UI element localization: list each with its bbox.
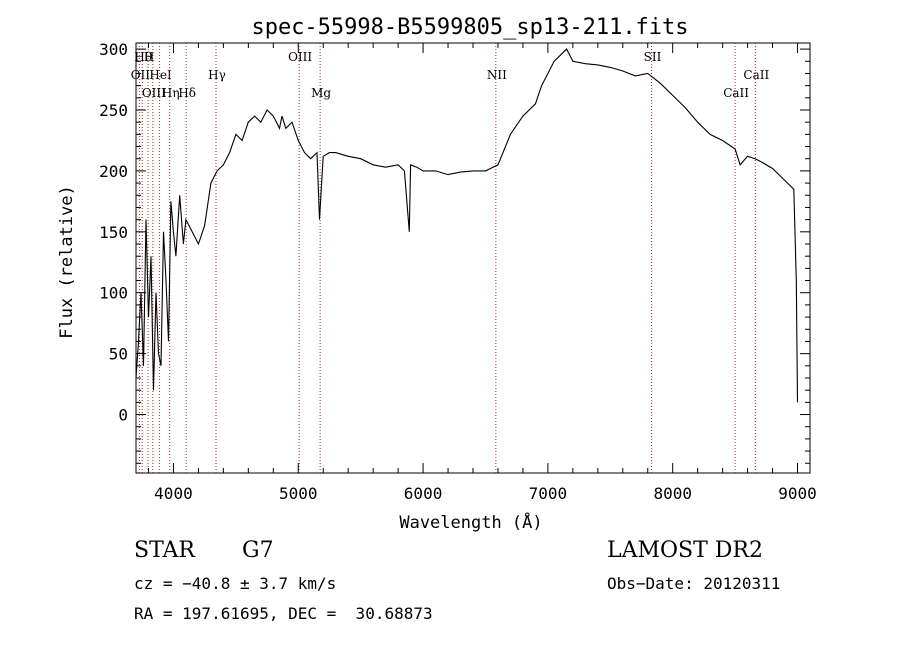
line-label: HeI bbox=[149, 68, 172, 82]
spectrum-line bbox=[135, 48, 799, 403]
line-label: OIII bbox=[142, 86, 166, 100]
y-tick-label: 250 bbox=[99, 101, 128, 120]
x-tick-label: 7000 bbox=[529, 484, 568, 503]
line-label: OII bbox=[131, 68, 151, 82]
redshift-velocity: cz = −40.8 ± 3.7 km/s bbox=[134, 574, 337, 593]
line-label: Hγ bbox=[208, 68, 226, 82]
y-tick-label: 50 bbox=[109, 345, 128, 364]
observation-date: Obs−Date: 20120311 bbox=[607, 574, 781, 593]
x-tick-label: 9000 bbox=[778, 484, 817, 503]
y-tick-label: 0 bbox=[118, 406, 128, 425]
object-subclass: G7 bbox=[242, 538, 274, 563]
x-tick-label: 4000 bbox=[154, 484, 193, 503]
line-label: Hη bbox=[162, 86, 180, 100]
axes: 4000 5000 6000 7000 8000 9000 0 50 100 150 200 250 3… bbox=[99, 40, 817, 503]
line-label: Hθ bbox=[134, 50, 152, 64]
x-axis-label: Wavelength (Å) bbox=[399, 511, 542, 533]
coordinates: RA = 197.61695, DEC = 30.68873 bbox=[134, 604, 433, 623]
y-tick-label: 200 bbox=[99, 162, 128, 181]
y-tick-label: 300 bbox=[99, 40, 128, 59]
survey-name: LAMOST DR2 bbox=[607, 538, 763, 563]
object-class: STAR bbox=[134, 538, 195, 563]
line-label: H bbox=[144, 50, 154, 64]
line-label: CaII bbox=[743, 68, 769, 82]
y-tick-label: 150 bbox=[99, 223, 128, 242]
x-tick-label: 6000 bbox=[404, 484, 443, 503]
series-group bbox=[135, 48, 799, 403]
line-label: Hδ bbox=[178, 86, 196, 100]
line-label: OIII bbox=[288, 50, 312, 64]
plot-frame bbox=[135, 42, 811, 474]
line-label: Mg bbox=[311, 86, 331, 100]
line-label: CaII bbox=[723, 86, 749, 100]
x-tick-label: 5000 bbox=[279, 484, 318, 503]
x-tick-label: 8000 bbox=[653, 484, 692, 503]
chart-title: spec-55998-B5599805_sp13-211.fits bbox=[251, 15, 688, 40]
y-axis-label: Flux (relative) bbox=[57, 185, 77, 339]
line-label: SII bbox=[644, 50, 662, 64]
line-label: NII bbox=[487, 68, 507, 82]
y-tick-label: 100 bbox=[99, 284, 128, 303]
